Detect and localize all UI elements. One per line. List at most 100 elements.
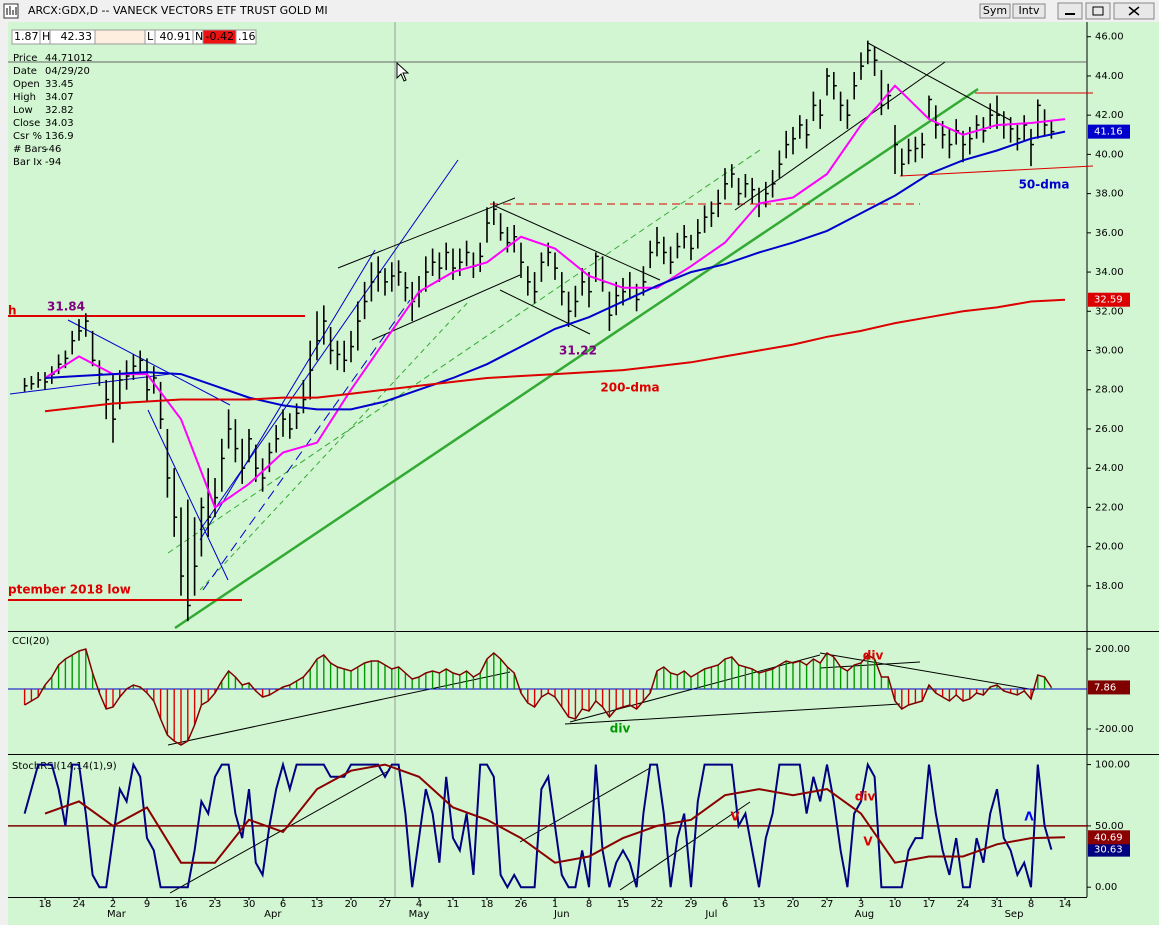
intv-button[interactable] (1012, 3, 1046, 19)
x-tick-label: 6 (280, 899, 286, 910)
y-tick-label: 28.00 (1095, 385, 1124, 396)
x-tick-label: 11 (447, 899, 460, 910)
info-net: -0.42 (206, 30, 234, 43)
x-tick-label: 20 (787, 899, 800, 910)
annotation: div (610, 722, 631, 736)
x-tick-label: 13 (753, 899, 766, 910)
annotation: ptember 2018 low (8, 583, 131, 597)
data-label: Price (13, 53, 37, 64)
y-tick-label: 42.00 (1095, 110, 1124, 121)
panel-title: CCI(20) (12, 636, 50, 647)
x-tick-label: 13 (311, 899, 324, 910)
x-tick-label: 22 (651, 899, 664, 910)
y-tick-label: 40.00 (1095, 149, 1124, 160)
x-tick-label: 18 (39, 899, 52, 910)
annotation: V (730, 810, 740, 824)
x-tick-label: 8 (1028, 899, 1034, 910)
data-window: Price 44.71012 Date 04/29/20 Open 33.45 High 34… (13, 53, 93, 168)
x-tick-label: 3 (858, 899, 864, 910)
mouse-cursor (396, 61, 410, 82)
stoch-trendline (519, 767, 651, 843)
data-value: 32.82 (45, 105, 74, 116)
data-value: 34.03 (45, 118, 74, 129)
x-tick-label: 24 (957, 899, 970, 910)
x-tick-label: 17 (923, 899, 936, 910)
data-value: -46 (45, 144, 61, 155)
info-high: 42.33 (61, 30, 93, 43)
info-net-label: N (195, 30, 203, 43)
annotation: h (8, 304, 17, 318)
x-tick-label: 16 (175, 899, 188, 910)
annotation: div (863, 649, 884, 663)
data-value: 33.45 (45, 79, 74, 90)
series-line (44, 763, 1066, 864)
last-value-box (1088, 292, 1130, 307)
last-value-label: 40.69 (1094, 832, 1123, 843)
annotation: V (863, 835, 873, 849)
last-value-box (1088, 680, 1130, 695)
info-last: 1.87 (14, 30, 39, 43)
y-tick-label: 100.00 (1095, 760, 1130, 771)
data-label: High (13, 92, 36, 103)
info-high-label: H (42, 30, 50, 43)
x-tick-label: 6 (722, 899, 728, 910)
info-box (94, 29, 146, 45)
y-tick-label: 24.00 (1095, 463, 1124, 474)
restore-icon (1092, 6, 1104, 16)
x-tick-label: 26 (515, 899, 528, 910)
month-label: Mar (107, 909, 127, 920)
trendline (174, 87, 979, 630)
x-tick-label: 30 (243, 899, 256, 910)
series-line (44, 298, 1066, 413)
data-label: Csr % (13, 131, 42, 142)
x-tick-label: 14 (1059, 899, 1072, 910)
sym-button-label[interactable]: Sym (983, 4, 1007, 17)
intv-button-label[interactable]: Intv (1018, 4, 1040, 17)
x-tick-label: 18 (481, 899, 494, 910)
data-label: Open (13, 79, 40, 90)
x-tick-label: 31 (991, 899, 1004, 910)
annotation: Λ (1024, 810, 1034, 824)
annotation: 31.84 (47, 300, 85, 314)
cci-trendline (564, 703, 901, 725)
support-line (899, 165, 1094, 177)
trendline (147, 409, 229, 581)
y-tick-label: 22.00 (1095, 502, 1124, 513)
x-tick-label: 15 (617, 899, 630, 910)
y-tick-label: 38.00 (1095, 189, 1124, 200)
info-low: 40.91 (160, 30, 192, 43)
month-label: Jun (553, 909, 570, 920)
minimize-button[interactable] (1057, 2, 1083, 20)
y-tick-label: 34.00 (1095, 267, 1124, 278)
month-label: Sep (1005, 909, 1024, 920)
x-tick-label: 9 (144, 899, 150, 910)
trendline (9, 373, 171, 395)
x-tick-label: 29 (685, 899, 698, 910)
last-value-box (1088, 842, 1130, 857)
month-label: Jul (704, 909, 717, 920)
x-tick-label: 10 (889, 899, 902, 910)
title-bar (0, 0, 1159, 22)
annotation: div (855, 790, 876, 804)
month-label: Apr (264, 909, 282, 920)
trendline (371, 274, 521, 341)
x-tick-label: 24 (73, 899, 86, 910)
y-tick-label: 36.00 (1095, 228, 1124, 239)
restore-button[interactable] (1085, 2, 1111, 20)
data-label: # Bars (13, 144, 47, 155)
trendline (499, 289, 591, 335)
trendline (199, 299, 471, 591)
y-tick-label: 18.00 (1095, 581, 1124, 592)
stoch-trendline (619, 801, 751, 891)
trendline (494, 205, 661, 281)
y-tick-label: 30.00 (1095, 346, 1124, 357)
trendline (337, 197, 516, 269)
y-tick-label: 20.00 (1095, 542, 1124, 553)
data-value: 34.07 (45, 92, 74, 103)
series-line (44, 130, 1066, 411)
sym-button[interactable] (979, 3, 1011, 19)
last-value-box (1088, 830, 1130, 845)
trendline (67, 319, 231, 406)
y-tick-label: 44.00 (1095, 71, 1124, 82)
